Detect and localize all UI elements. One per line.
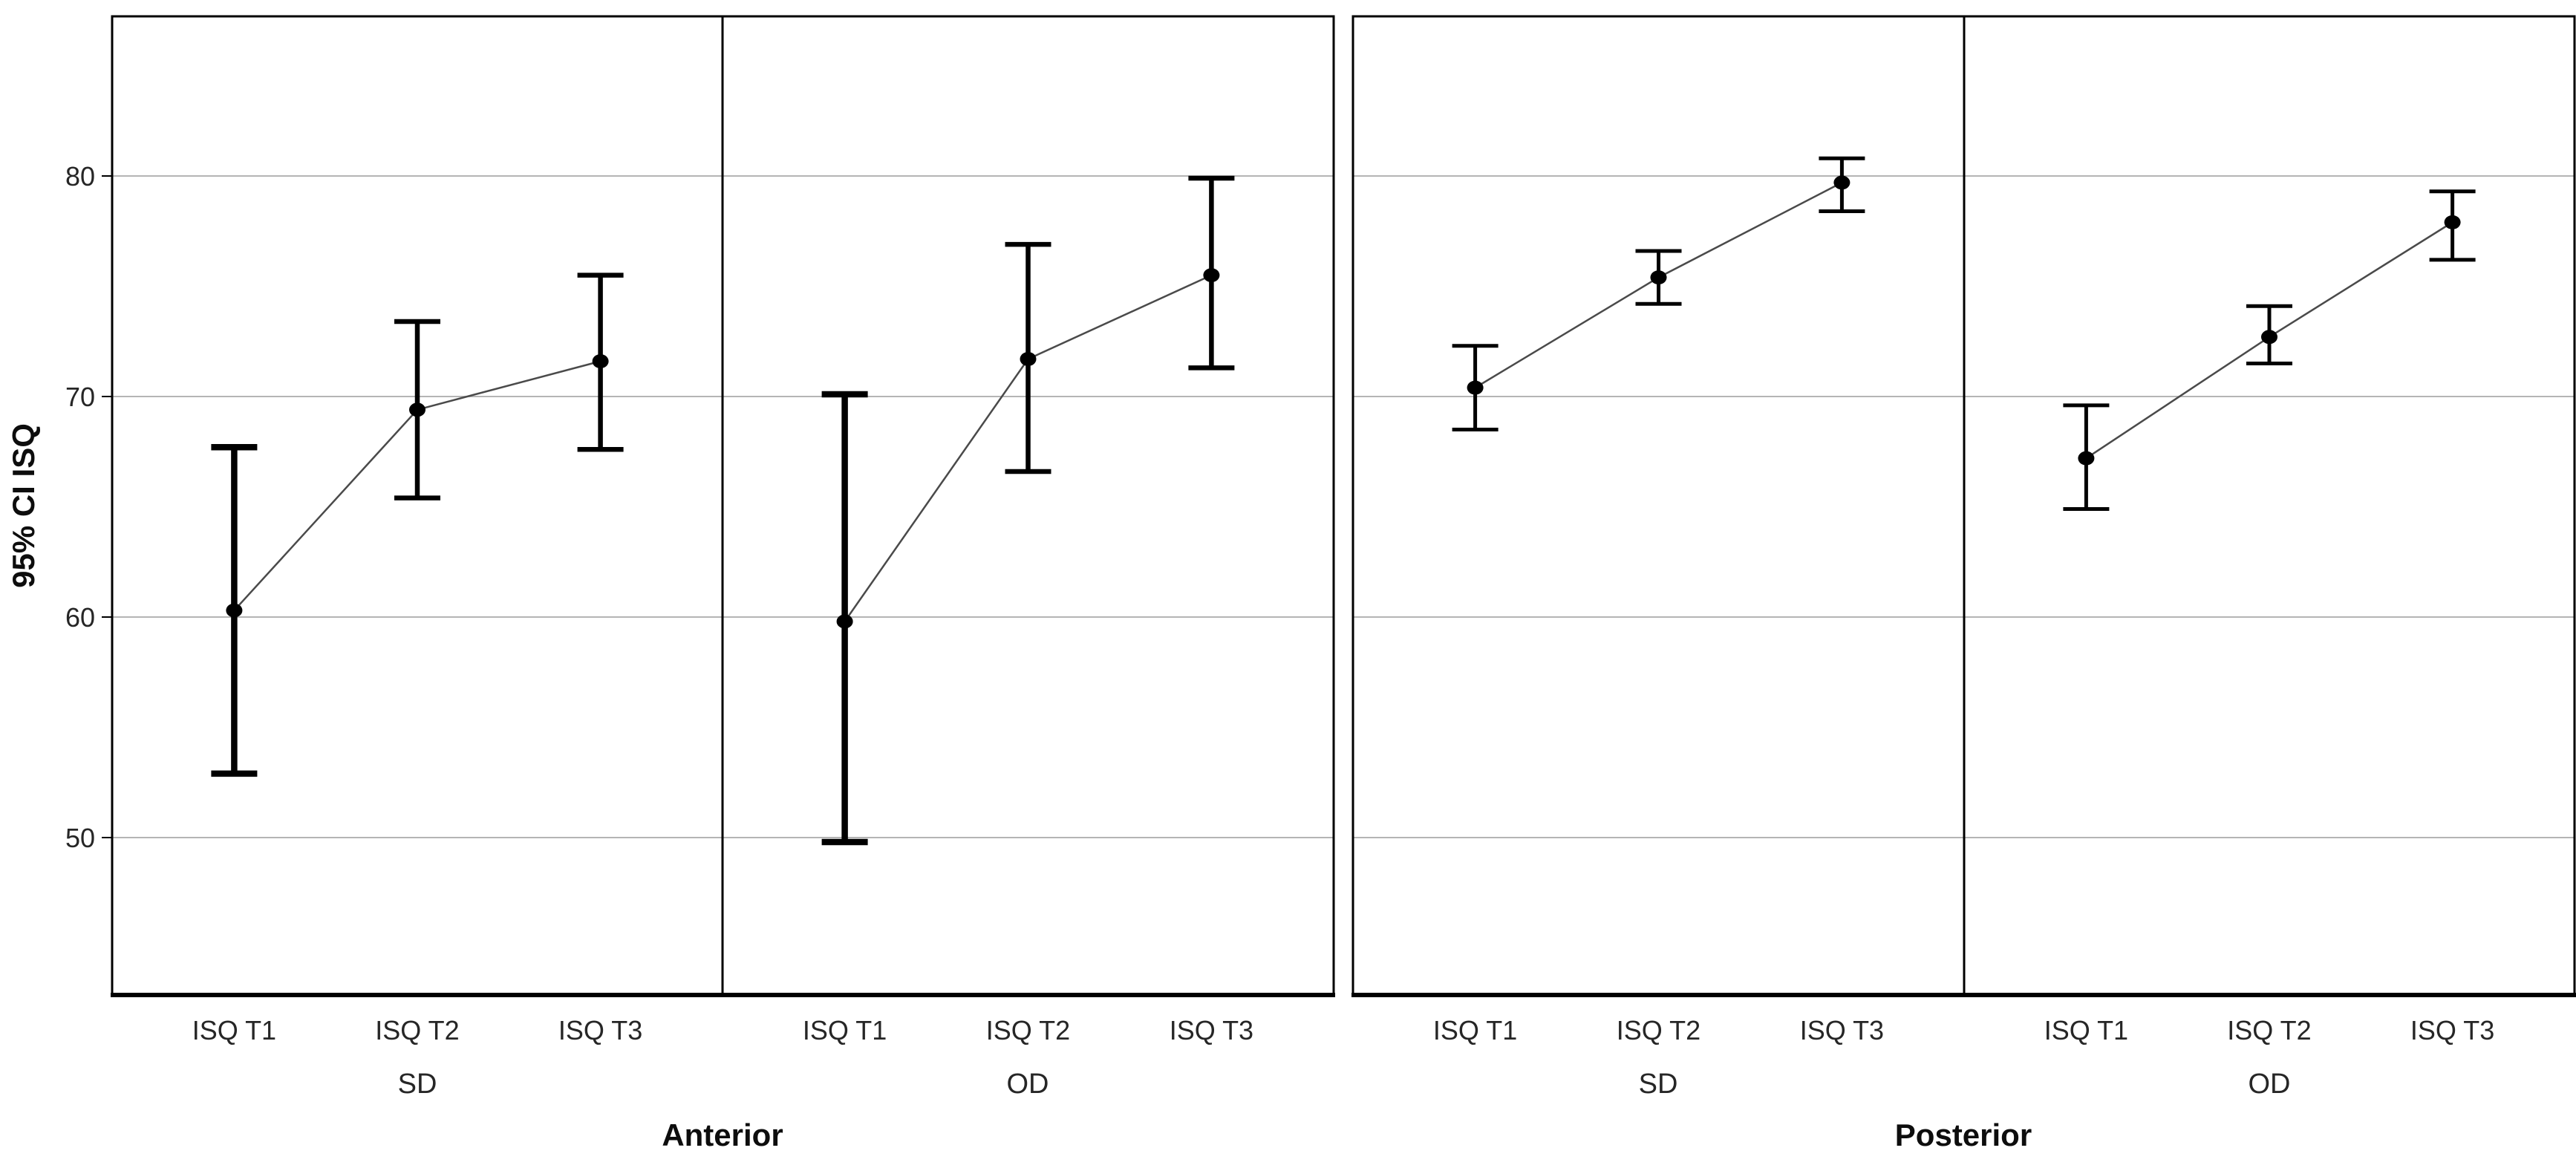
category-tick-label: ISQ T2 <box>1617 1015 1701 1045</box>
mean-marker <box>836 614 853 629</box>
mean-marker <box>1203 268 1220 283</box>
mean-marker <box>2261 330 2277 345</box>
group-label-posterior-od: OD <box>2249 1069 2291 1100</box>
category-tick-label: ISQ T3 <box>1800 1015 1884 1045</box>
y-tick-label: 60 <box>65 602 95 633</box>
mean-marker <box>1467 380 1484 395</box>
category-tick-label: ISQ T1 <box>2044 1015 2128 1045</box>
facet-label-posterior: Posterior <box>1895 1118 2032 1152</box>
mean-marker <box>2078 451 2095 466</box>
y-axis-label: 95% CI ISQ <box>6 423 41 588</box>
category-tick-label: ISQ T3 <box>2410 1015 2494 1045</box>
group-label-posterior-sd: SD <box>1639 1069 1678 1100</box>
facet-label-anterior: Anterior <box>662 1118 783 1152</box>
mean-marker <box>592 353 609 368</box>
mean-marker <box>2444 215 2461 229</box>
mean-marker <box>1020 352 1037 367</box>
category-tick-label: ISQ T1 <box>192 1015 276 1045</box>
category-tick-label: ISQ T3 <box>558 1015 642 1045</box>
mean-marker <box>1833 175 1851 190</box>
category-tick-label: ISQ T3 <box>1170 1015 1253 1045</box>
group-label-anterior-od: OD <box>1007 1069 1049 1100</box>
mean-marker <box>1650 270 1667 285</box>
category-tick-label: ISQ T2 <box>2227 1015 2311 1045</box>
group-label-anterior-sd: SD <box>398 1069 437 1100</box>
category-tick-label: ISQ T1 <box>1433 1015 1517 1045</box>
mean-marker <box>226 603 243 618</box>
category-tick-label: ISQ T2 <box>375 1015 459 1045</box>
y-tick-label: 50 <box>65 823 95 853</box>
category-tick-label: ISQ T1 <box>803 1015 887 1045</box>
mean-marker <box>409 402 425 417</box>
y-tick-label: 70 <box>65 382 95 412</box>
category-tick-label: ISQ T2 <box>986 1015 1070 1045</box>
y-tick-label: 80 <box>65 161 95 192</box>
